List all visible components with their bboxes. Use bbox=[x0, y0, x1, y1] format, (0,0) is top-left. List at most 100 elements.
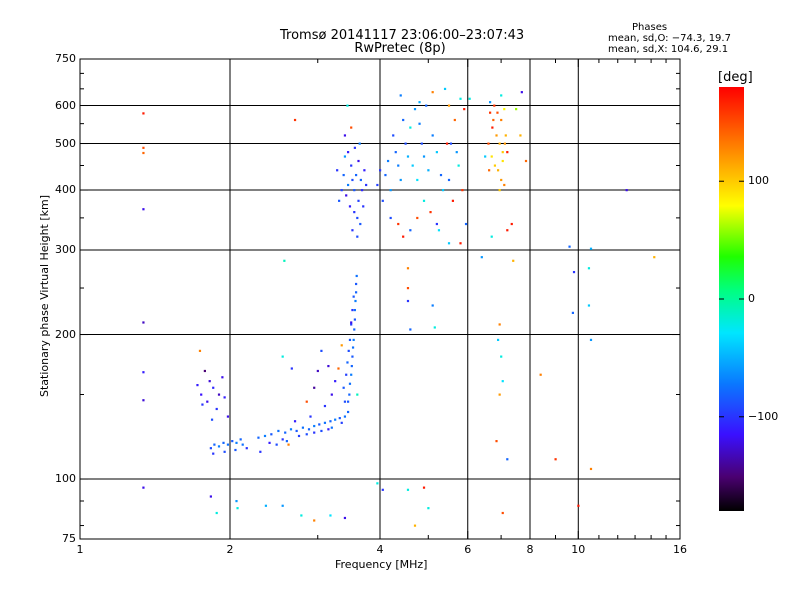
data-point bbox=[354, 299, 357, 303]
data-point bbox=[289, 428, 293, 431]
data-point bbox=[441, 189, 445, 192]
data-point bbox=[200, 393, 203, 396]
data-point bbox=[496, 111, 499, 114]
data-point bbox=[524, 159, 528, 163]
data-point bbox=[285, 440, 288, 443]
data-point bbox=[293, 118, 297, 122]
data-point bbox=[320, 429, 323, 433]
data-point bbox=[431, 91, 434, 94]
data-point bbox=[409, 328, 412, 331]
data-point bbox=[343, 134, 347, 137]
data-point bbox=[416, 178, 419, 182]
data-point bbox=[503, 108, 506, 111]
data-point bbox=[539, 373, 542, 376]
data-point bbox=[351, 355, 354, 358]
data-point bbox=[500, 94, 503, 97]
data-point bbox=[397, 164, 400, 167]
data-point bbox=[223, 450, 226, 453]
data-point bbox=[381, 488, 384, 491]
data-point bbox=[350, 364, 353, 368]
data-point bbox=[323, 404, 327, 408]
data-point bbox=[313, 519, 316, 522]
data-point bbox=[577, 504, 580, 507]
data-point bbox=[468, 97, 471, 100]
data-point bbox=[340, 421, 343, 424]
data-point bbox=[489, 111, 492, 114]
data-point bbox=[348, 205, 352, 208]
data-point bbox=[142, 371, 145, 374]
data-point bbox=[284, 431, 287, 434]
data-point bbox=[449, 142, 453, 145]
data-point bbox=[295, 429, 298, 433]
data-point bbox=[490, 155, 493, 158]
data-point bbox=[376, 482, 379, 485]
data-point bbox=[498, 189, 501, 192]
data-point bbox=[491, 126, 494, 129]
data-point bbox=[463, 108, 466, 111]
y-tick-label: 200 bbox=[55, 327, 76, 341]
data-point bbox=[351, 346, 355, 349]
data-point bbox=[142, 151, 145, 155]
data-point bbox=[418, 101, 421, 104]
y-tick-label: 750 bbox=[55, 52, 76, 65]
grid-layer bbox=[80, 59, 680, 539]
data-point bbox=[346, 410, 350, 414]
data-point bbox=[340, 189, 343, 192]
data-point bbox=[461, 189, 464, 192]
data-point bbox=[394, 151, 397, 154]
data-point bbox=[350, 321, 353, 324]
data-point bbox=[313, 386, 316, 389]
data-point bbox=[350, 126, 353, 129]
data-point bbox=[359, 178, 362, 182]
data-point bbox=[350, 164, 353, 167]
data-point bbox=[495, 440, 498, 443]
data-point bbox=[409, 229, 412, 232]
y-tick-label: 500 bbox=[55, 136, 76, 150]
data-point bbox=[495, 134, 498, 137]
data-point bbox=[329, 514, 332, 517]
data-point bbox=[431, 304, 434, 307]
data-point bbox=[457, 164, 460, 167]
data-point bbox=[587, 304, 591, 307]
data-point bbox=[488, 169, 491, 172]
data-point bbox=[343, 415, 347, 418]
data-point bbox=[346, 400, 350, 403]
data-point bbox=[217, 393, 221, 396]
data-point bbox=[215, 407, 218, 411]
data-point bbox=[283, 259, 286, 262]
data-point bbox=[496, 169, 500, 172]
data-point bbox=[305, 400, 308, 403]
data-point bbox=[406, 287, 410, 290]
data-point bbox=[589, 467, 593, 471]
data-point bbox=[406, 299, 410, 303]
data-point bbox=[206, 400, 209, 403]
colorbar-ticks bbox=[719, 180, 744, 418]
colorbar-tick-label: 0 bbox=[748, 292, 755, 305]
data-point bbox=[281, 438, 284, 441]
data-point bbox=[297, 434, 301, 438]
data-point bbox=[589, 247, 593, 250]
data-point bbox=[422, 199, 426, 202]
data-point bbox=[346, 104, 349, 107]
data-point bbox=[571, 311, 575, 314]
data-point bbox=[241, 443, 244, 446]
data-point bbox=[329, 420, 332, 423]
data-point bbox=[353, 189, 356, 192]
data-point bbox=[231, 440, 234, 443]
data-point bbox=[338, 199, 341, 202]
data-point bbox=[307, 428, 311, 431]
data-point bbox=[330, 393, 333, 396]
data-point bbox=[203, 369, 206, 373]
data-point bbox=[316, 369, 319, 373]
data-point bbox=[353, 146, 356, 149]
data-point bbox=[443, 87, 447, 91]
data-point bbox=[293, 420, 297, 423]
data-point bbox=[222, 441, 225, 444]
data-point bbox=[212, 452, 215, 455]
x-tick-label: 1 bbox=[76, 543, 84, 556]
data-point bbox=[406, 267, 410, 270]
data-point bbox=[353, 308, 356, 312]
data-point bbox=[348, 338, 352, 342]
data-point bbox=[554, 458, 557, 461]
data-point bbox=[413, 108, 417, 111]
